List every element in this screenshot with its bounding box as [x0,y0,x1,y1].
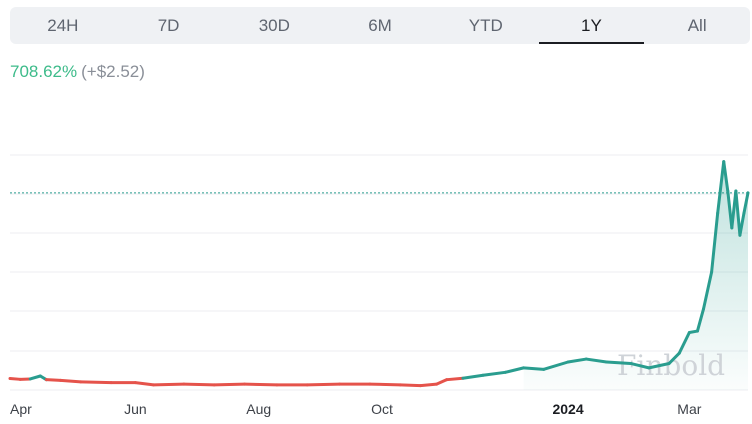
price-segment [182,382,216,387]
tab-6m[interactable]: 6M [368,15,392,35]
price-segment [710,211,720,274]
price-segment [435,378,449,386]
price-segment [305,382,342,387]
price-segment [243,382,279,387]
price-segment [566,357,588,364]
gridlines [10,154,748,391]
price-segment [738,211,746,237]
price-segment [445,376,465,382]
price-segment [368,382,402,387]
price-segment [629,361,651,370]
price-segment [79,380,113,385]
tab-30d[interactable]: 30D [258,15,290,35]
change-absolute: (+$2.52) [81,62,145,81]
price-segment [584,357,608,364]
x-tick-label: Mar [677,401,701,417]
price-series [8,160,750,388]
tab-all[interactable]: All [687,15,707,35]
price-change: 708.62% (+$2.52) [10,62,145,82]
price-segment [742,191,750,215]
price-segment [461,373,485,380]
change-percent: 708.62% [10,62,78,81]
tab-ytd[interactable]: YTD [468,15,503,35]
price-segment [722,160,730,193]
timeframe-tabs: 24H 7D 30D 6M YTD 1Y All [10,7,750,44]
price-segment [418,382,439,388]
price-segment [647,361,671,370]
price-segment [59,378,83,384]
price-segment [716,160,726,215]
x-tick-label: Oct [371,401,393,417]
price-segment [28,374,42,381]
price-segment [522,366,546,371]
price-segment [8,377,22,381]
price-segment [542,360,570,371]
price-segment [212,382,247,387]
x-tick-label: Apr [10,401,32,417]
tab-1y[interactable]: 1Y [538,7,645,44]
x-tick-label: Jun [124,401,147,417]
x-axis-labels: Apr Jun Aug Oct 2024 Mar [10,401,702,417]
price-segment [44,378,63,382]
price-segment [667,351,681,365]
price-segment [152,382,186,387]
price-segment [503,366,526,374]
price-segment [398,383,422,388]
tab-24h[interactable]: 24H [47,15,79,35]
price-segment [481,370,507,377]
price-segment [677,331,691,355]
price-segment [695,307,706,333]
tab-7d[interactable]: 7D [157,15,180,35]
price-segment [133,381,156,387]
x-tick-label: 2024 [552,401,583,417]
x-tick-label: Aug [246,401,271,417]
price-segment [702,270,714,311]
price-segment [604,360,633,365]
price-segment [734,189,742,237]
